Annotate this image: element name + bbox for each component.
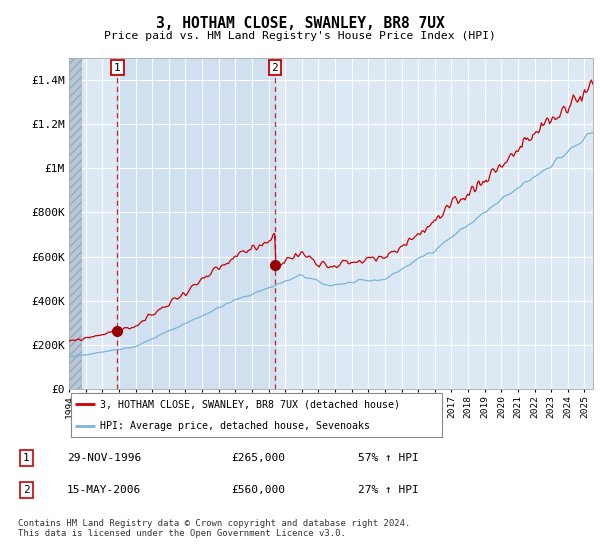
Text: Price paid vs. HM Land Registry's House Price Index (HPI): Price paid vs. HM Land Registry's House … bbox=[104, 31, 496, 41]
Text: HPI: Average price, detached house, Sevenoaks: HPI: Average price, detached house, Seve… bbox=[100, 421, 370, 431]
Text: £265,000: £265,000 bbox=[231, 453, 285, 463]
FancyBboxPatch shape bbox=[71, 393, 442, 437]
Text: Contains HM Land Registry data © Crown copyright and database right 2024.
This d: Contains HM Land Registry data © Crown c… bbox=[18, 519, 410, 538]
Text: 1: 1 bbox=[23, 453, 30, 463]
Text: 3, HOTHAM CLOSE, SWANLEY, BR8 7UX: 3, HOTHAM CLOSE, SWANLEY, BR8 7UX bbox=[155, 16, 445, 31]
Text: 2: 2 bbox=[23, 485, 30, 495]
Text: 15-MAY-2006: 15-MAY-2006 bbox=[67, 485, 141, 495]
Text: £560,000: £560,000 bbox=[231, 485, 285, 495]
Text: 57% ↑ HPI: 57% ↑ HPI bbox=[358, 453, 418, 463]
Bar bbox=[69, 58, 80, 389]
Bar bbox=[118, 58, 275, 389]
Text: 1: 1 bbox=[114, 63, 121, 73]
Text: 27% ↑ HPI: 27% ↑ HPI bbox=[358, 485, 418, 495]
Text: 3, HOTHAM CLOSE, SWANLEY, BR8 7UX (detached house): 3, HOTHAM CLOSE, SWANLEY, BR8 7UX (detac… bbox=[100, 399, 400, 409]
Text: 29-NOV-1996: 29-NOV-1996 bbox=[67, 453, 141, 463]
Text: 2: 2 bbox=[271, 63, 278, 73]
